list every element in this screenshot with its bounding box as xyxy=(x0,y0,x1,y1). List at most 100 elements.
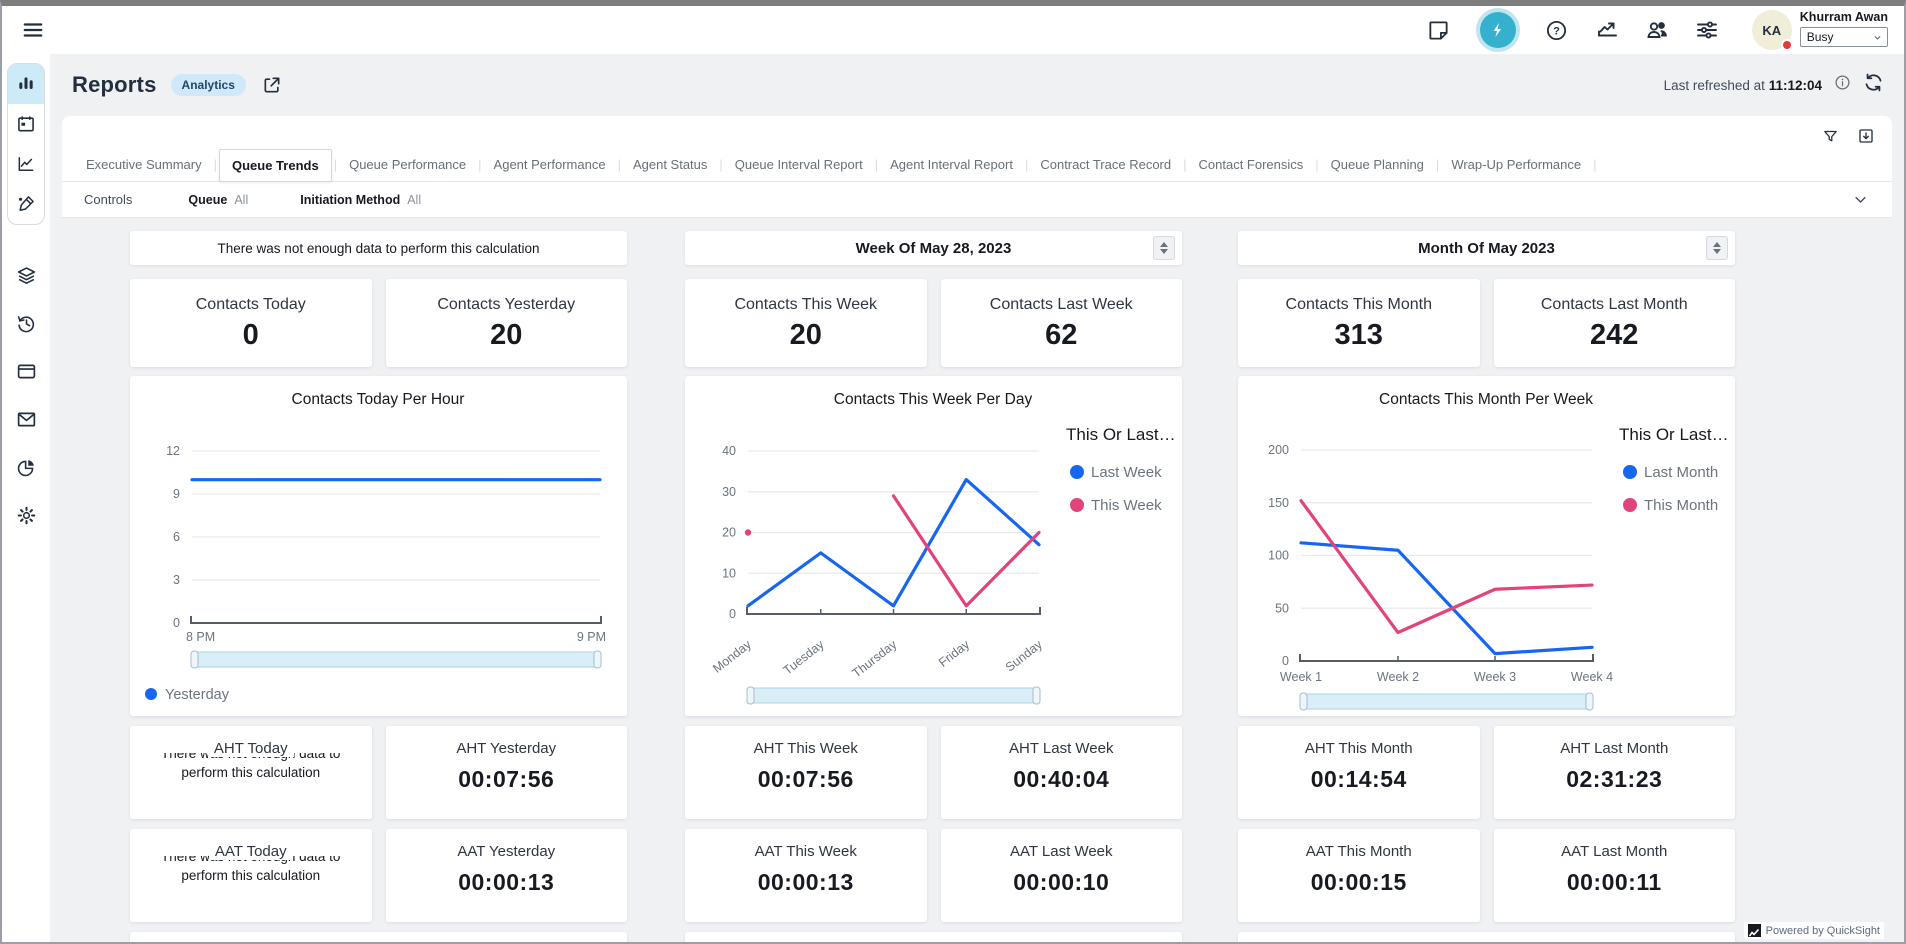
topbar-actions: ? KA Khurram Awan Busy xyxy=(1426,8,1904,52)
status-select-value: Busy xyxy=(1806,30,1834,44)
x-axis-tick: Week 3 xyxy=(1474,670,1516,684)
chart-title: Contacts Today Per Hour xyxy=(292,391,465,408)
help-icon[interactable]: ? xyxy=(1544,17,1570,43)
tab-agent-interval-report[interactable]: Agent Interval Report xyxy=(890,157,1013,172)
card-aat-today: AAT Today There was not enough data to p… xyxy=(130,829,372,922)
column-week-header: Week Of May 28, 2023 xyxy=(685,231,1182,265)
chart-range-slider[interactable] xyxy=(1299,692,1594,711)
dashboard-grid: There was not enough data to perform thi… xyxy=(62,218,1892,942)
tab-agent-performance[interactable]: Agent Performance xyxy=(493,157,606,172)
x-axis-tick: Monday xyxy=(710,637,754,676)
legend-dot xyxy=(1623,498,1637,512)
tab-queue-planning[interactable]: Queue Planning xyxy=(1330,157,1424,172)
tab-separator: | xyxy=(1593,157,1597,172)
sidebar-item-design[interactable] xyxy=(8,184,44,224)
chart-title: Contacts This Week Per Day xyxy=(834,391,1033,408)
notes-icon[interactable] xyxy=(1426,17,1452,43)
quicksight-logo-icon xyxy=(1747,924,1761,937)
queue-filter[interactable]: Queue All xyxy=(188,192,249,207)
gear-icon xyxy=(17,506,35,524)
info-icon[interactable] xyxy=(1834,74,1851,96)
x-axis-tick: Week 1 xyxy=(1280,670,1322,684)
status-select[interactable]: Busy xyxy=(1799,27,1888,47)
series-point xyxy=(744,529,752,536)
controls-row: Controls Queue All Initiation Method All xyxy=(62,182,1892,218)
sidebar-item-line-chart[interactable] xyxy=(8,144,44,184)
tab-queue-interval-report[interactable]: Queue Interval Report xyxy=(734,157,863,172)
chart-range-slider[interactable] xyxy=(746,686,1041,705)
legend-dot xyxy=(1070,498,1084,512)
initiation-method-filter[interactable]: Initiation Method All xyxy=(300,192,422,207)
tab-separator: | xyxy=(874,157,879,172)
sidebar-item-calendar[interactable] xyxy=(8,104,44,144)
controls-title: Controls xyxy=(84,192,133,207)
y-axis-tick: 40 xyxy=(722,444,736,458)
y-axis-tick: 9 xyxy=(173,487,180,501)
metric-contacts-this-week: Contacts This Week 20 xyxy=(685,279,927,367)
tab-separator: | xyxy=(1315,157,1319,172)
controls-collapse-chevron-icon[interactable] xyxy=(1850,190,1870,210)
settings-sliders-icon[interactable] xyxy=(1694,17,1720,43)
filter-icon[interactable] xyxy=(1820,126,1840,146)
sidebar-item-layers[interactable] xyxy=(7,251,45,299)
column-month: Month Of May 2023 Contacts This Month 31… xyxy=(1238,231,1735,942)
legend-dot xyxy=(1070,465,1084,479)
sidebar-item-settings[interactable] xyxy=(7,491,45,539)
tab-agent-status[interactable]: Agent Status xyxy=(632,157,708,172)
user-account-area: KA Khurram Awan Busy xyxy=(1751,10,1894,51)
month-stepper[interactable] xyxy=(1706,236,1728,260)
card-aht-last-week: AHT Last Week 00:40:04 xyxy=(940,726,1182,819)
tab-queue-performance[interactable]: Queue Performance xyxy=(349,157,467,172)
metrics-icon[interactable] xyxy=(1594,17,1620,43)
panel-toolbar xyxy=(1820,126,1876,146)
tab-queue-trends[interactable]: Queue Trends xyxy=(218,149,332,182)
left-sidebar xyxy=(2,54,50,942)
tab-separator: | xyxy=(617,157,621,172)
refresh-icon[interactable] xyxy=(1863,72,1884,98)
y-axis-tick: 0 xyxy=(173,616,180,630)
x-axis-tick: Friday xyxy=(936,637,973,670)
card-aht-this-week: AHT This Week 00:07:56 xyxy=(685,726,927,819)
tab-wrap-up-performance[interactable]: Wrap-Up Performance xyxy=(1451,157,1582,172)
x-axis-tick: 9 PM xyxy=(577,630,606,644)
week-stepper[interactable] xyxy=(1153,236,1175,260)
sidebar-item-mail[interactable] xyxy=(7,395,45,443)
avatar[interactable]: KA xyxy=(1751,10,1793,51)
pie-chart-icon xyxy=(17,459,34,476)
y-axis-tick: 12 xyxy=(166,444,180,458)
column-week: Week Of May 28, 2023 Contacts This Week … xyxy=(685,231,1182,942)
chart-title: Contacts This Month Per Week xyxy=(1379,391,1593,408)
x-axis-tick: Thursday xyxy=(850,637,900,681)
sidebar-item-window[interactable] xyxy=(7,347,45,395)
tab-contact-forensics[interactable]: Contact Forensics xyxy=(1198,157,1304,172)
export-icon[interactable] xyxy=(1856,126,1876,146)
tab-executive-summary[interactable]: Executive Summary xyxy=(86,157,202,172)
card-aat-yesterday: AAT Yesterday 00:00:13 xyxy=(385,829,627,922)
metric-contacts-last-week: Contacts Last Week 62 xyxy=(940,279,1182,367)
cutoff-card xyxy=(130,932,627,942)
cutoff-card xyxy=(1238,932,1735,942)
series-line xyxy=(1299,499,1594,635)
page-header: Reports Analytics Last refreshed at 11:1… xyxy=(50,54,1904,116)
chevron-down-icon xyxy=(1874,35,1881,40)
y-axis-tick: 0 xyxy=(729,607,736,621)
legend-label: This Month xyxy=(1644,497,1718,514)
x-axis-tick: Week 4 xyxy=(1571,670,1613,684)
card-aht-last-month: AHT Last Month 02:31:23 xyxy=(1493,726,1735,819)
sidebar-item-pie[interactable] xyxy=(7,443,45,491)
y-axis-tick: 100 xyxy=(1268,549,1289,563)
open-external-icon[interactable] xyxy=(260,73,284,97)
legend-label: Last Week xyxy=(1091,464,1162,481)
insights-bolt-icon[interactable] xyxy=(1475,8,1520,52)
chart-range-slider[interactable] xyxy=(190,650,602,669)
x-axis-tick: 8 PM xyxy=(186,630,215,644)
sidebar-item-history[interactable] xyxy=(7,299,45,347)
hamburger-menu-icon[interactable] xyxy=(16,13,50,47)
line-chart: Contacts This Week Per Day 0 10 20 30 40 Monda… xyxy=(710,391,1176,705)
tab-contract-trace-record[interactable]: Contract Trace Record xyxy=(1040,157,1172,172)
top-bar: ? KA Khurram Awan Busy xyxy=(2,6,1904,54)
users-icon[interactable] xyxy=(1644,17,1670,43)
line-chart: Contacts Today Per Hour 0 3 6 9 12 8 PM 9 PM Yes… xyxy=(145,391,606,703)
sidebar-item-bar-chart[interactable] xyxy=(8,64,44,104)
y-axis-tick: 3 xyxy=(173,573,180,587)
